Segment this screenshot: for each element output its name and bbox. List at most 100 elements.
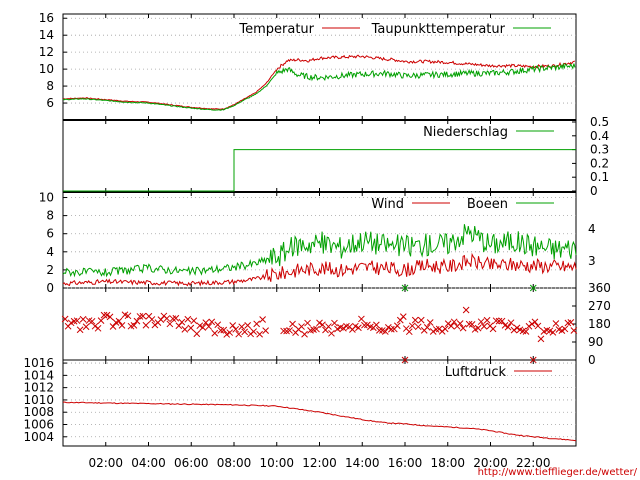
direction-mark (286, 327, 293, 334)
direction-mark (94, 324, 102, 332)
direction-mark (358, 315, 365, 323)
direction-mark (250, 328, 258, 335)
direction-mark (567, 319, 575, 326)
direction-mark (447, 322, 455, 330)
direction-mark (474, 324, 482, 332)
direction-mark (429, 328, 437, 335)
wind-right-tick: 4 (588, 222, 596, 236)
direction-mark (238, 323, 246, 331)
direction-mark (355, 324, 362, 332)
legend-taupunkt-label: Taupunkttemperatur (371, 22, 506, 37)
direction-mark (468, 320, 476, 328)
direction-mark (387, 325, 395, 333)
wind-y-tick: 10 (39, 191, 54, 205)
direction-mark (289, 320, 296, 328)
direction-mark (489, 325, 497, 333)
direction-mark (73, 317, 81, 325)
direction-mark (163, 315, 171, 322)
x-tick-label: 22:00 (516, 456, 551, 470)
direction-mark (157, 316, 165, 323)
temp-y-tick: 8 (46, 79, 54, 93)
direction-mark (187, 324, 195, 332)
direction-mark (325, 323, 332, 330)
pressure-y-tick: 1008 (23, 405, 54, 419)
direction-y-tick: 270 (588, 299, 611, 313)
direction-mark (513, 324, 521, 332)
direction-mark (393, 322, 401, 330)
direction-mark (459, 324, 467, 332)
direction-mark (190, 317, 198, 325)
direction-mark (181, 326, 189, 333)
rain-y-tick: 0.5 (590, 115, 609, 129)
direction-mark (498, 317, 506, 325)
direction-mark (313, 325, 320, 333)
wind-y-tick: 2 (46, 263, 54, 277)
direction-mark (480, 323, 488, 330)
direction-y-tick: 0 (588, 353, 596, 367)
direction-mark (426, 319, 434, 326)
x-tick-label: 06:00 (174, 456, 209, 470)
rain-y-tick: 0.1 (590, 170, 609, 184)
direction-mark (405, 328, 413, 336)
direction-mark (510, 326, 518, 334)
direction-mark (456, 320, 464, 327)
direction-y-tick: 90 (588, 335, 603, 349)
direction-mark (462, 306, 470, 314)
series-line-niederschlag (63, 149, 576, 192)
direction-mark (130, 322, 138, 329)
legend-luftdruck-label: Luftdruck (445, 365, 507, 380)
direction-mark (501, 321, 509, 329)
direction-mark (319, 321, 326, 329)
direction-mark (82, 323, 90, 331)
direction-mark (253, 320, 261, 328)
direction-mark (259, 316, 266, 323)
direction-mark (241, 328, 249, 336)
direction-y-tick: 360 (588, 281, 611, 295)
wind-y-tick: 6 (46, 227, 54, 241)
pressure-y-tick: 1014 (23, 368, 54, 382)
series-line-luftdruck (62, 401, 577, 442)
x-tick-label: 08:00 (217, 456, 252, 470)
x-tick-label: 10:00 (259, 456, 294, 470)
pressure-y-tick: 1004 (23, 430, 54, 444)
x-tick-label: 14:00 (345, 456, 380, 470)
direction-mark (148, 316, 156, 323)
temp-y-tick: 10 (39, 62, 54, 76)
direction-mark (109, 323, 117, 330)
direction-mark (262, 327, 269, 334)
series-line-wind (62, 252, 577, 287)
direction-mark (483, 316, 491, 324)
direction-mark (199, 324, 207, 331)
direction-mark (202, 319, 210, 326)
direction-mark (244, 322, 252, 329)
direction-mark (495, 317, 503, 325)
direction-mark (373, 321, 380, 329)
direction-mark (411, 316, 419, 324)
wind-zero-mark (401, 284, 409, 292)
direction-mark (423, 324, 431, 331)
direction-mark (384, 324, 392, 331)
x-tick-label: 12:00 (302, 456, 337, 470)
x-tick-label: 04:00 (131, 456, 166, 470)
direction-mark (528, 320, 536, 328)
x-tick-label: 20:00 (473, 456, 508, 470)
direction-mark (79, 315, 87, 323)
direction-mark (229, 322, 237, 329)
direction-mark (124, 312, 132, 320)
direction-mark (184, 315, 192, 323)
direction-mark (205, 323, 213, 330)
direction-mark (235, 330, 243, 338)
direction-mark (133, 317, 141, 325)
source-url: http://www.tiefflieger.de/wetter/ (478, 467, 638, 478)
direction-mark (441, 325, 449, 333)
direction-mark (408, 322, 416, 330)
direction-mark (193, 330, 201, 338)
direction-mark (414, 323, 422, 331)
series-line-taupunkttemperatur (62, 62, 576, 111)
pressure-y-tick: 1012 (23, 381, 54, 395)
direction-mark (220, 326, 228, 334)
direction-mark (91, 322, 99, 330)
direction-mark (118, 322, 126, 329)
direction-mark (106, 313, 114, 321)
x-tick-label: 16:00 (388, 456, 423, 470)
